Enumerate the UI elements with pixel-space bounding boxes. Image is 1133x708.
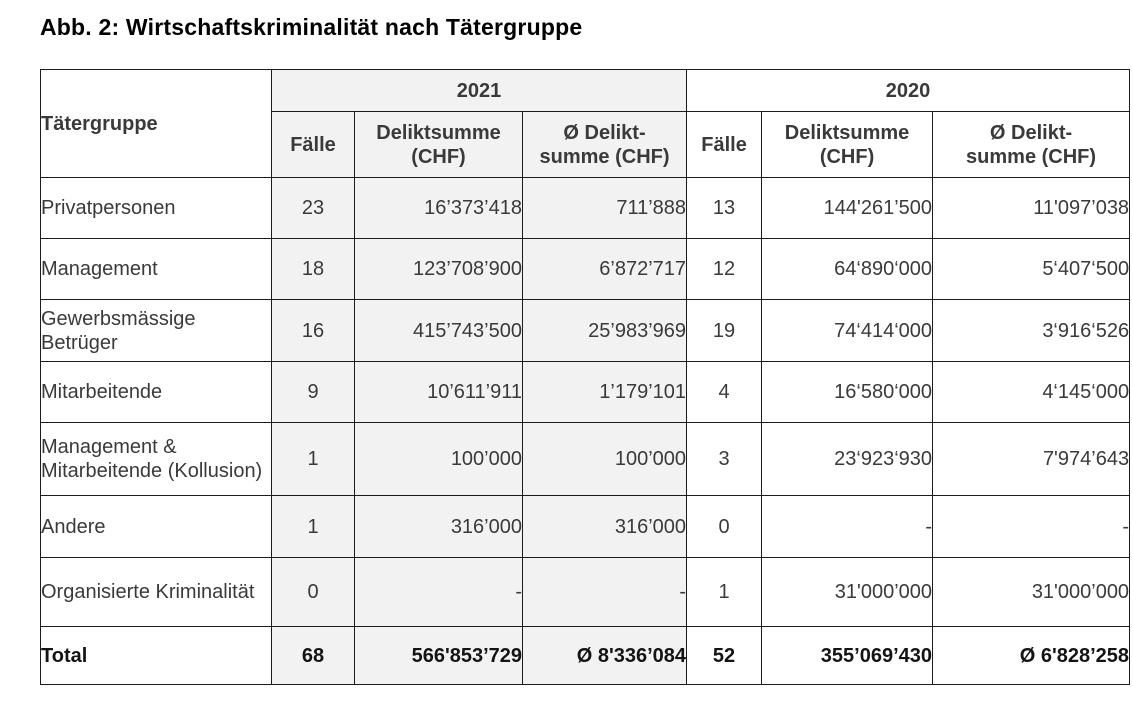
cell-2020-avg: 7'974’643 — [932, 422, 1131, 496]
table-row: Management & Mitarbeitende (Kollusion) 1… — [40, 422, 1131, 496]
cell-2020-cases: 1 — [686, 557, 763, 627]
cell-2021-sum: 16’373’418 — [354, 177, 523, 239]
cell-2021-sum: 316’000 — [354, 495, 523, 558]
cell-group: Management — [40, 238, 272, 300]
cell-2020-cases: 0 — [686, 495, 763, 558]
table-row: Privatpersonen 23 16’373’418 711’888 13 … — [40, 177, 1131, 239]
cell-2020-cases: 12 — [686, 238, 763, 300]
cell-2021-cases: 18 — [271, 238, 355, 300]
cell-2020-avg: 31'000’000 — [932, 557, 1131, 627]
col-header-taetergruppe: Tätergruppe — [40, 69, 272, 178]
cell-2020-cases: 4 — [686, 361, 763, 423]
header-row-years: Tätergruppe 2021 2020 — [40, 69, 1131, 178]
cell-2021-cases: 9 — [271, 361, 355, 423]
cell-2020-sum: 64‘890‘000 — [761, 238, 934, 300]
cell-2020-cases: 19 — [686, 299, 763, 362]
cell-2021-sum: 100’000 — [354, 422, 523, 496]
col-header-2021-deliktsumme: Deliktsumme (CHF) — [354, 111, 523, 178]
table-row: Management 18 123’708’900 6’872’717 12 6… — [40, 238, 1131, 300]
cell-group: Management & Mitarbeitende (Kollusion) — [40, 422, 272, 496]
cell-2020-total-avg: Ø 6'828’258 — [932, 626, 1131, 685]
crime-statistics-table: Tätergruppe 2021 2020 Fälle Deliktsumme … — [40, 69, 1131, 685]
cell-2021-cases: 0 — [271, 557, 355, 627]
table-row: Organisierte Kriminalität 0 - - 1 31'000… — [40, 557, 1131, 627]
cell-2021-avg: 316’000 — [521, 495, 688, 558]
cell-group: Organisierte Kriminalität — [40, 557, 272, 627]
cell-2020-total-sum: 355’069’430 — [761, 626, 934, 685]
cell-2021-avg: 6’872’717 — [521, 238, 688, 300]
cell-2021-avg: 25’983’969 — [521, 299, 688, 362]
cell-2020-sum: 31'000’000 — [761, 557, 934, 627]
cell-2021-cases: 23 — [271, 177, 355, 239]
cell-2021-cases: 1 — [271, 495, 355, 558]
cell-2020-avg: 4‘145‘000 — [932, 361, 1131, 423]
col-header-2020-faelle: Fälle — [686, 111, 763, 178]
cell-2021-avg: 1’179’101 — [521, 361, 688, 423]
cell-2021-sum: 415’743’500 — [354, 299, 523, 362]
cell-group: Gewerbsmässige Betrüger — [40, 299, 272, 362]
cell-2020-sum: 144'261’500 — [761, 177, 934, 239]
cell-2021-cases: 16 — [271, 299, 355, 362]
cell-2021-total-sum: 566'853’729 — [354, 626, 523, 685]
header-row-sub: Fälle Deliktsumme (CHF) Ø Delikt- summe … — [41, 111, 1131, 178]
cell-2020-sum: - — [761, 495, 934, 558]
cell-2020-sum: 74‘414‘000 — [761, 299, 934, 362]
col-header-year-2021: 2021 — [270, 69, 688, 112]
table-row-total: Total 68 566'853’729 Ø 8'336’084 52 355’… — [40, 626, 1131, 685]
col-header-year-2020: 2020 — [686, 69, 1131, 112]
col-header-2020-deliktsumme: Deliktsumme (CHF) — [761, 111, 934, 178]
cell-2021-cases: 1 — [271, 422, 355, 496]
table-row: Mitarbeitende 9 10’611’911 1’179’101 4 1… — [40, 361, 1131, 423]
cell-2020-sum: 23‘923‘930 — [761, 422, 934, 496]
cell-2020-avg: - — [932, 495, 1131, 558]
cell-2021-avg: 711’888 — [521, 177, 688, 239]
cell-2021-avg: 100’000 — [521, 422, 688, 496]
figure-title: Abb. 2: Wirtschaftskriminalität nach Tät… — [40, 14, 583, 40]
col-header-2021-avg-deliktsumme: Ø Delikt- summe (CHF) — [521, 111, 688, 178]
cell-total-label: Total — [40, 626, 272, 685]
table-row: Andere 1 316’000 316’000 0 - - — [40, 495, 1131, 558]
cell-2020-cases: 13 — [686, 177, 763, 239]
cell-2021-total-avg: Ø 8'336’084 — [521, 626, 688, 685]
cell-group: Andere — [40, 495, 272, 558]
cell-2021-sum: 10’611’911 — [354, 361, 523, 423]
cell-2021-sum: - — [354, 557, 523, 627]
cell-2020-avg: 3‘916‘526 — [932, 299, 1131, 362]
cell-group: Mitarbeitende — [40, 361, 272, 423]
cell-2021-avg: - — [521, 557, 688, 627]
table-row: Gewerbsmässige Betrüger 16 415’743’500 2… — [40, 299, 1131, 362]
col-header-2021-faelle: Fälle — [271, 111, 355, 178]
cell-2021-sum: 123’708’900 — [354, 238, 523, 300]
cell-2021-total-cases: 68 — [271, 626, 355, 685]
cell-2020-sum: 16‘580‘000 — [761, 361, 934, 423]
col-header-2020-avg-deliktsumme: Ø Delikt- summe (CHF) — [932, 111, 1131, 178]
cell-2020-avg: 5‘407‘500 — [932, 238, 1131, 300]
cell-group: Privatpersonen — [40, 177, 272, 239]
cell-2020-total-cases: 52 — [686, 626, 763, 685]
cell-2020-avg: 11'097’038 — [932, 177, 1131, 239]
cell-2020-cases: 3 — [686, 422, 763, 496]
